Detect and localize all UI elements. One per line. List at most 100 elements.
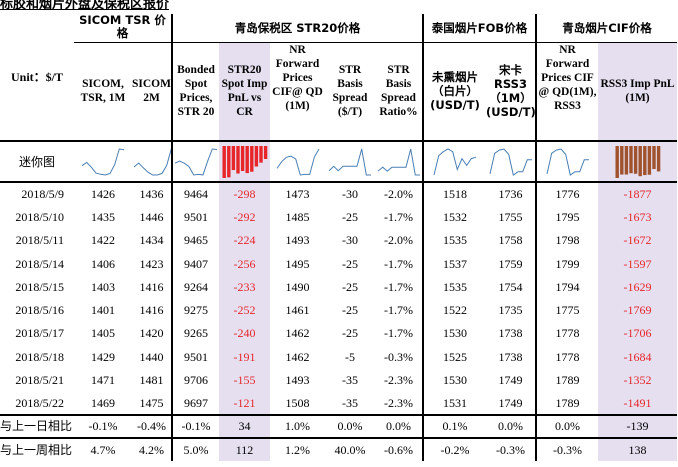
sparkline-bar [226, 145, 230, 177]
cell-sicom-tsr-1m: 1405 [91, 326, 115, 341]
cell-thai-unsmoked-sheet: 1530 [422, 368, 486, 392]
compare-cell-bonded-spot-str20: 5.0% [171, 436, 219, 461]
sparkline-bar [647, 145, 651, 175]
cell-bonded-spot-str20: 9464 [171, 180, 219, 206]
cell-songkhla-rss3: 1749 [498, 373, 523, 388]
cell-sicom-tsr-1m: 1401 [91, 303, 115, 318]
sparkline-bar [258, 145, 263, 163]
compare-cell-sicom-tsr-2m: -0.4% [132, 413, 172, 438]
cell-str-basis-spread: -25 [342, 209, 358, 224]
cell-nr-forward-cif-qd: 1493 [285, 373, 310, 388]
compare-cell-nr-forward-cif-rss3: 0.0% [535, 413, 598, 438]
table-row: 2018/5/22 1469 1475 9697 -121 1508 -35 -2.3% 153… [0, 391, 678, 415]
cell-songkhla-rss3: 1738 [498, 326, 523, 341]
cell-rss3-imp-pnl: -1877 [598, 180, 678, 206]
cell-str20-imp-pnl: -256 [219, 251, 270, 276]
row-date: 2018/5/22 [15, 395, 64, 410]
unit-label: Unit：$/T [10, 70, 63, 84]
table-row: 2018/5/10 1435 1446 9501 -292 1485 -25 -1.7% 153… [0, 205, 678, 229]
table-row: 2018/5/15 1403 1416 9264 -233 1490 -25 -1.7% 153… [0, 275, 678, 299]
column-header-rss3-imp-pnl: RSS3 Imp PnL (1M) [598, 41, 678, 141]
column-header-nr-forward-cif-qd: NR Forward Prices CIF@ QD (1M) [270, 41, 325, 141]
compare-cell-str-basis-spread: 40.0% [325, 436, 375, 461]
compare-cell-rss3-imp-pnl: -139 [598, 413, 678, 438]
cell-str-basis-ratio: -2.0% [384, 233, 413, 248]
price-table: Unit：$/T SICOM TSR 价格 青岛保税区 STR20价格 泰国烟片… [0, 14, 678, 461]
cell-nr-forward-cif-qd: 1462 [285, 326, 310, 341]
cell-bonded-spot-str20: 9697 [171, 391, 219, 415]
cell-str-basis-spread: -25 [342, 303, 358, 318]
compare-cell-str-basis-ratio: -0.6% [375, 436, 423, 461]
cell-str-basis-spread: -30 [325, 180, 375, 206]
sparkline-str-basis-ratio [375, 140, 423, 182]
group-qingdao-bonded: 青岛保税区 STR20价格 [171, 14, 423, 42]
cell-sicom-tsr-1m: 1429 [91, 349, 115, 364]
compare-cell-thai-unsmoked-sheet: -0.2% [422, 436, 486, 461]
cell-bonded-spot-str20: 9501 [171, 345, 219, 369]
table-row: 2018/5/11 1422 1434 9465 -224 1493 -30 -2.0% 153… [0, 228, 678, 252]
table-row: 2018/5/17 1405 1420 9265 -240 1462 -25 -1.7% 153… [0, 321, 678, 346]
cell-str-basis-ratio: -1.7% [384, 279, 413, 294]
cell-str-basis-spread: -35 [342, 373, 358, 388]
sparkline-bar [240, 145, 244, 171]
sparkline-line [174, 147, 218, 176]
cell-bonded-spot-str20: 9264 [171, 275, 219, 299]
cell-sicom-tsr-2m: 1475 [139, 395, 164, 410]
cell-rss3-imp-pnl: -1673 [598, 205, 678, 229]
cell-bonded-spot-str20: 9407 [171, 251, 219, 276]
cell-sicom-tsr-2m: 1446 [139, 209, 164, 224]
sparkline-bar [628, 145, 633, 173]
sparkline-nr-forward-cif-qd [270, 140, 325, 182]
cell-str-basis-spread: -25 [342, 326, 358, 341]
mini-chart-label: 迷你图 [0, 140, 74, 182]
cell-str20-imp-pnl: -191 [219, 345, 270, 369]
compare-cell-songkhla-rss3: -0.3% [486, 436, 536, 461]
column-header-thai-unsmoked-sheet: 未熏烟片（白片）(USD/T) [422, 41, 486, 141]
cell-str20-imp-pnl: -298 [219, 180, 270, 206]
group-qingdao-cif: 青岛烟片CIF价格 [534, 14, 678, 42]
cell-nr-forward-cif-qd: 1473 [270, 180, 325, 206]
column-header-bonded-spot-str20: Bonded Spot Prices, STR 20 [171, 41, 219, 141]
sparkline-bar [615, 145, 619, 178]
sparkline-line [433, 147, 477, 175]
cell-rss3-imp-pnl: -1684 [598, 345, 678, 369]
row-date: 2018/5/16 [15, 303, 64, 318]
cell-sicom-tsr-2m: 1440 [139, 349, 164, 364]
table-row: 2018/5/16 1401 1416 9275 -252 1461 -25 -1.7% 152… [0, 298, 678, 322]
cell-nr-forward-cif-rss3: 1776 [535, 180, 598, 206]
cell-rss3-imp-pnl: -1769 [598, 298, 678, 322]
cell-bonded-spot-str20: 9706 [171, 368, 219, 392]
compare-cell-sicom-tsr-2m: 4.2% [132, 436, 172, 461]
sparkline-sicom-tsr-1m [74, 140, 132, 182]
compare-cell-sicom-tsr-1m: -0.1% [74, 413, 132, 438]
table-row: 2018/5/9 1426 1436 9464 -298 1473 -30 -2.0% 1518… [0, 180, 678, 206]
row-date: 2018/5/11 [15, 233, 64, 248]
cell-sicom-tsr-1m: 1426 [74, 180, 132, 206]
cell-songkhla-rss3: 1749 [498, 395, 523, 410]
compare-cell-str20-imp-pnl: 34 [219, 413, 270, 438]
cell-songkhla-rss3: 1736 [486, 180, 536, 206]
cell-rss3-imp-pnl: -1629 [598, 275, 678, 299]
column-header-sicom-tsr-1m: SICOM, TSR, 1M [74, 41, 132, 141]
cell-rss3-imp-pnl: -1706 [598, 321, 678, 346]
cell-nr-forward-cif-qd: 1485 [285, 209, 310, 224]
cell-sicom-tsr-2m: 1416 [139, 279, 164, 294]
sparkline-bar [638, 145, 642, 176]
cell-songkhla-rss3: 1758 [498, 233, 523, 248]
cell-str20-imp-pnl: -292 [219, 205, 270, 229]
row-date: 2018/5/18 [15, 349, 64, 364]
sparkline-line [377, 148, 420, 175]
cell-songkhla-rss3: 1755 [498, 209, 523, 224]
cell-str-basis-ratio: -1.7% [384, 256, 413, 271]
cell-thai-unsmoked-sheet: 1522 [422, 298, 486, 322]
cell-sicom-tsr-2m: 1416 [139, 303, 164, 318]
cell-str20-imp-pnl: -233 [219, 275, 270, 299]
cell-str20-imp-pnl: -252 [219, 298, 270, 322]
cell-sicom-tsr-1m: 1471 [91, 373, 115, 388]
cell-thai-unsmoked-sheet: 1531 [422, 391, 486, 415]
sparkline-thai-unsmoked-sheet [422, 140, 486, 182]
cell-nr-forward-cif-rss3: 1789 [535, 391, 598, 415]
compare-row: 与上一周相比 4.7% 4.2% 5.0% 112 1.2% 40.0% -0.6% -0.2%… [0, 436, 678, 461]
compare-label: 与上一周相比 [0, 436, 74, 461]
cell-str-basis-ratio: -2.3% [384, 395, 413, 410]
